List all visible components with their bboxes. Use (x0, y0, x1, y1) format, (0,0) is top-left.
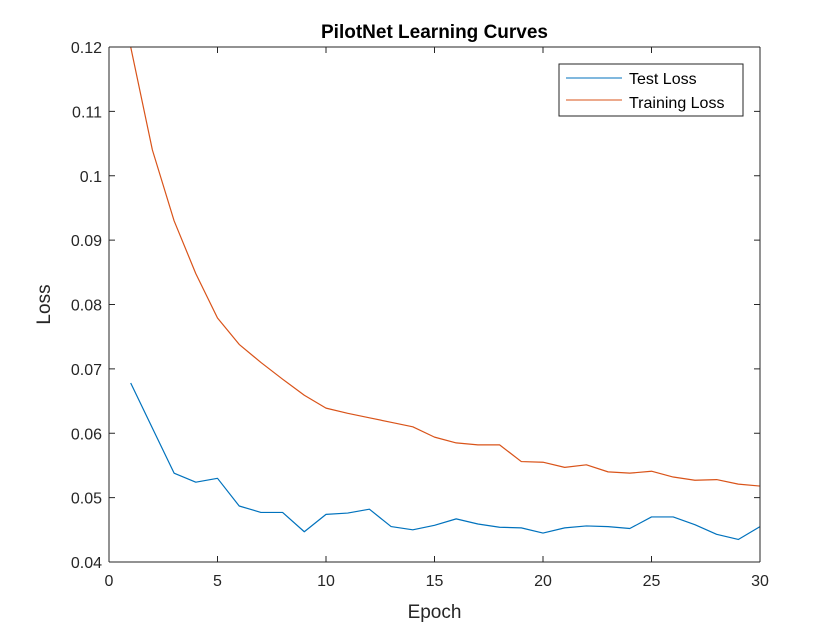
x-axis-label: Epoch (408, 602, 462, 623)
y-tick-label: 0.12 (71, 40, 102, 57)
x-tick-label: 0 (105, 573, 114, 590)
series-layer (130, 46, 761, 541)
y-tick-label: 0.04 (71, 555, 102, 572)
y-tick-label: 0.08 (71, 298, 102, 315)
legend: Test Loss Training Loss (558, 63, 744, 117)
series-line-training-loss (130, 46, 761, 487)
chart-title: PilotNet Learning Curves (321, 22, 548, 43)
plot-area (109, 47, 760, 562)
y-tick-label: 0.05 (71, 491, 102, 508)
x-tick-label: 30 (751, 573, 769, 590)
legend-box (558, 63, 744, 117)
x-tick-label: 15 (426, 573, 444, 590)
legend-label-test-loss: Test Loss (629, 71, 697, 88)
legend-label-training-loss: Training Loss (629, 95, 724, 112)
y-tick-label: 0.11 (72, 104, 102, 121)
y-tick-label: 0.06 (71, 426, 102, 443)
y-tick-label: 0.07 (71, 362, 102, 379)
x-tick-label: 10 (317, 573, 335, 590)
series-line-test-loss (130, 382, 761, 541)
x-tick-label: 5 (213, 573, 222, 590)
y-tick-label: 0.09 (71, 233, 102, 250)
axes-layer: 0 5 10 15 20 25 30 0.04 0.05 0.06 0.07 0.08 0.09 0.1 0… (71, 40, 769, 590)
y-axis-label: Loss (34, 284, 55, 324)
y-tick-label: 0.1 (80, 169, 102, 186)
x-tick-label: 20 (534, 573, 552, 590)
x-tick-label: 25 (643, 573, 661, 590)
